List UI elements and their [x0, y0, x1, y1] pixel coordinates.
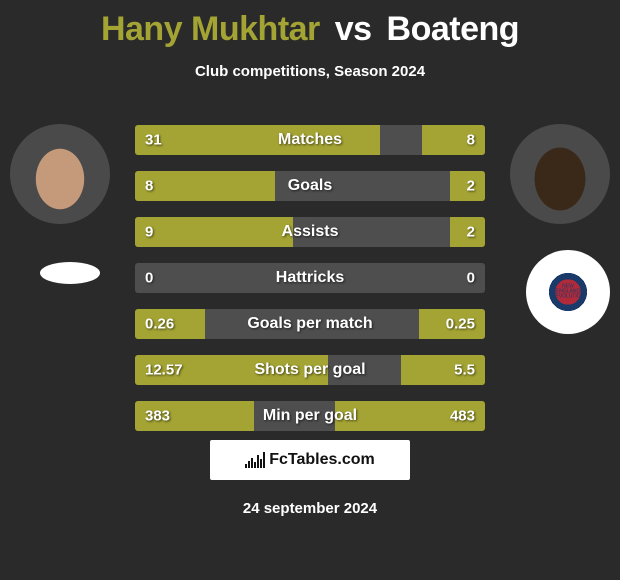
player1-name: Hany Mukhtar: [101, 10, 320, 48]
stat-row: 0.26 0.25 Goals per match: [135, 309, 485, 339]
stat-label: Assists: [282, 223, 339, 241]
value-left: 12.57: [145, 362, 183, 379]
stat-label: Matches: [278, 131, 342, 149]
bar-left: [135, 217, 293, 247]
value-left: 0.26: [145, 316, 174, 333]
vs-separator: vs: [335, 10, 372, 48]
stat-row: 31 8 Matches: [135, 125, 485, 155]
value-right: 8: [467, 132, 475, 149]
stat-row: 9 2 Assists: [135, 217, 485, 247]
branding-bars-icon: [245, 452, 265, 468]
value-left: 8: [145, 178, 153, 195]
player1-avatar: [10, 124, 110, 224]
bar-right: [422, 125, 485, 155]
value-right: 2: [467, 224, 475, 241]
subtitle: Club competitions, Season 2024: [0, 63, 620, 80]
value-left: 31: [145, 132, 162, 149]
player1-club-logo: [40, 262, 100, 284]
stat-row: 0 0 Hattricks: [135, 263, 485, 293]
stat-row: 12.57 5.5 Shots per goal: [135, 355, 485, 385]
player2-name: Boateng: [387, 10, 520, 48]
player2-avatar: [510, 124, 610, 224]
stat-label: Min per goal: [263, 407, 357, 425]
bar-left: [135, 171, 275, 201]
value-right: 0.25: [446, 316, 475, 333]
value-left: 383: [145, 408, 170, 425]
player2-club-logo: NEW ENGLAND REVOLUTION: [526, 250, 610, 334]
date-label: 24 september 2024: [243, 500, 377, 517]
value-right: 2: [467, 178, 475, 195]
value-right: 483: [450, 408, 475, 425]
stat-label: Goals: [288, 177, 332, 195]
stat-label: Hattricks: [276, 269, 344, 287]
value-left: 9: [145, 224, 153, 241]
stat-row: 8 2 Goals: [135, 171, 485, 201]
value-left: 0: [145, 270, 153, 287]
comparison-title: Hany Mukhtar vs Boateng: [0, 0, 620, 49]
stat-label: Shots per goal: [254, 361, 365, 379]
bar-left: [135, 125, 380, 155]
stat-rows: 31 8 Matches 8 2 Goals 9 2 Assists 0 0 Hattricks 0.2…: [135, 125, 485, 447]
value-right: 5.5: [454, 362, 475, 379]
stat-label: Goals per match: [247, 315, 372, 333]
branding-badge: FcTables.com: [210, 440, 410, 480]
club2-label: NEW ENGLAND REVOLUTION: [552, 285, 585, 300]
branding-text: FcTables.com: [269, 451, 375, 469]
value-right: 0: [467, 270, 475, 287]
stat-row: 383 483 Min per goal: [135, 401, 485, 431]
